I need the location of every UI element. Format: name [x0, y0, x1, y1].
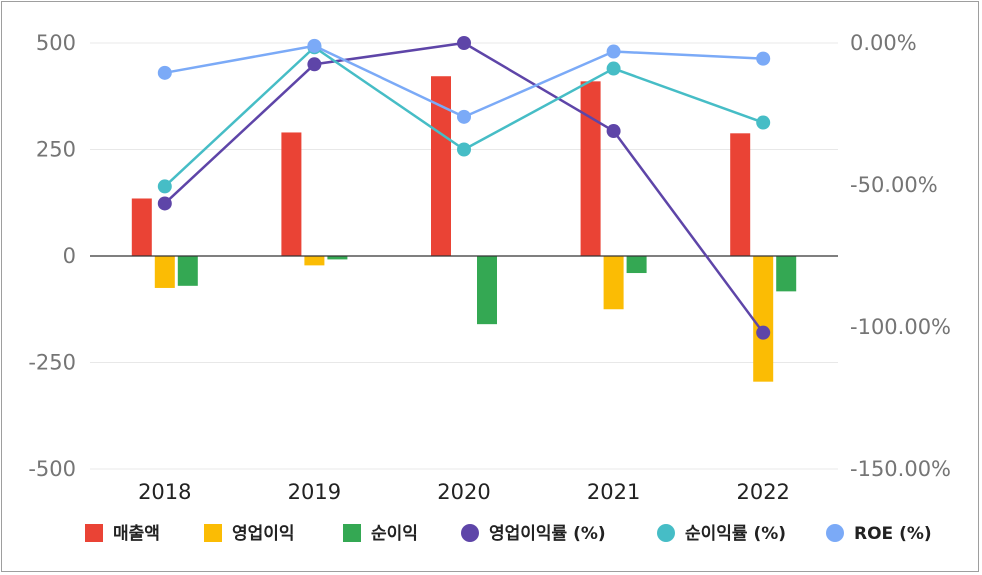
- point-ROE (%): [756, 51, 771, 66]
- bar-순이익: [626, 256, 647, 274]
- legend-label: 매출액: [113, 524, 160, 544]
- y-right-tick-label: -100.00%: [850, 315, 951, 339]
- legend-label: ROE (%): [854, 524, 932, 544]
- legend-swatch: [204, 524, 222, 542]
- point-ROE (%): [606, 44, 621, 59]
- y-right-tick-label: -150.00%: [850, 457, 951, 481]
- legend-label: 순이익률 (%): [685, 524, 786, 544]
- y-left-tick-label: 250: [36, 138, 76, 162]
- bar-매출액: [131, 198, 152, 256]
- x-tick-label: 2022: [736, 480, 789, 504]
- legend-item[interactable]: 순이익률 (%): [657, 524, 786, 544]
- legend-item[interactable]: 영업이익률 (%): [461, 524, 606, 544]
- point-영업이익률 (%): [307, 57, 322, 72]
- y-right-tick-label: 0.00%: [850, 31, 917, 55]
- x-tick-label: 2018: [138, 480, 191, 504]
- point-순이익률 (%): [157, 179, 172, 194]
- legend-swatch: [343, 524, 361, 542]
- bar-매출액: [730, 133, 751, 256]
- legend-swatch: [657, 524, 675, 542]
- line-ROE (%): [164, 44, 764, 119]
- legend-swatch: [461, 524, 479, 542]
- legend-item[interactable]: 영업이익: [204, 524, 295, 544]
- legend-swatch: [85, 524, 103, 542]
- legend-label: 영업이익률 (%): [489, 524, 606, 544]
- legend-item[interactable]: 매출액: [85, 524, 160, 544]
- y-right-tick-label: -50.00%: [850, 173, 938, 197]
- legend-item[interactable]: 순이익: [343, 524, 418, 544]
- point-영업이익률 (%): [157, 196, 172, 211]
- x-tick-label: 2021: [587, 480, 640, 504]
- bar-순이익: [477, 256, 497, 325]
- bar-매출액: [580, 81, 601, 256]
- point-영업이익률 (%): [606, 124, 621, 139]
- bar-매출액: [281, 132, 302, 256]
- legend-item[interactable]: ROE (%): [826, 524, 932, 544]
- point-ROE (%): [457, 109, 471, 124]
- x-tick-label: 2019: [288, 480, 341, 504]
- y-left-tick-label: 0: [63, 244, 76, 268]
- bar-순이익: [177, 256, 198, 286]
- bar-영업이익: [753, 256, 774, 382]
- line-영업이익률 (%): [163, 41, 765, 334]
- y-left-tick-label: 500: [36, 31, 76, 55]
- point-영업이익률 (%): [457, 36, 471, 50]
- bar-영업이익: [603, 256, 624, 310]
- x-tick-label: 2020: [437, 480, 490, 504]
- point-ROE (%): [307, 38, 322, 53]
- legend-swatch: [826, 524, 844, 542]
- bar-매출액: [431, 76, 451, 256]
- legend-label: 순이익: [371, 524, 418, 544]
- point-ROE (%): [157, 65, 172, 80]
- bar-순이익: [776, 256, 797, 292]
- y-left-tick-label: -500: [28, 457, 76, 481]
- y-left-tick-label: -250: [28, 351, 76, 375]
- point-순이익률 (%): [756, 115, 771, 130]
- bar-영업이익: [304, 256, 325, 266]
- point-순이익률 (%): [457, 142, 471, 157]
- bar-순이익: [327, 256, 348, 260]
- point-순이익률 (%): [606, 61, 621, 76]
- bar-영업이익: [154, 256, 175, 288]
- point-영업이익률 (%): [756, 325, 771, 340]
- legend-label: 영업이익: [232, 524, 295, 544]
